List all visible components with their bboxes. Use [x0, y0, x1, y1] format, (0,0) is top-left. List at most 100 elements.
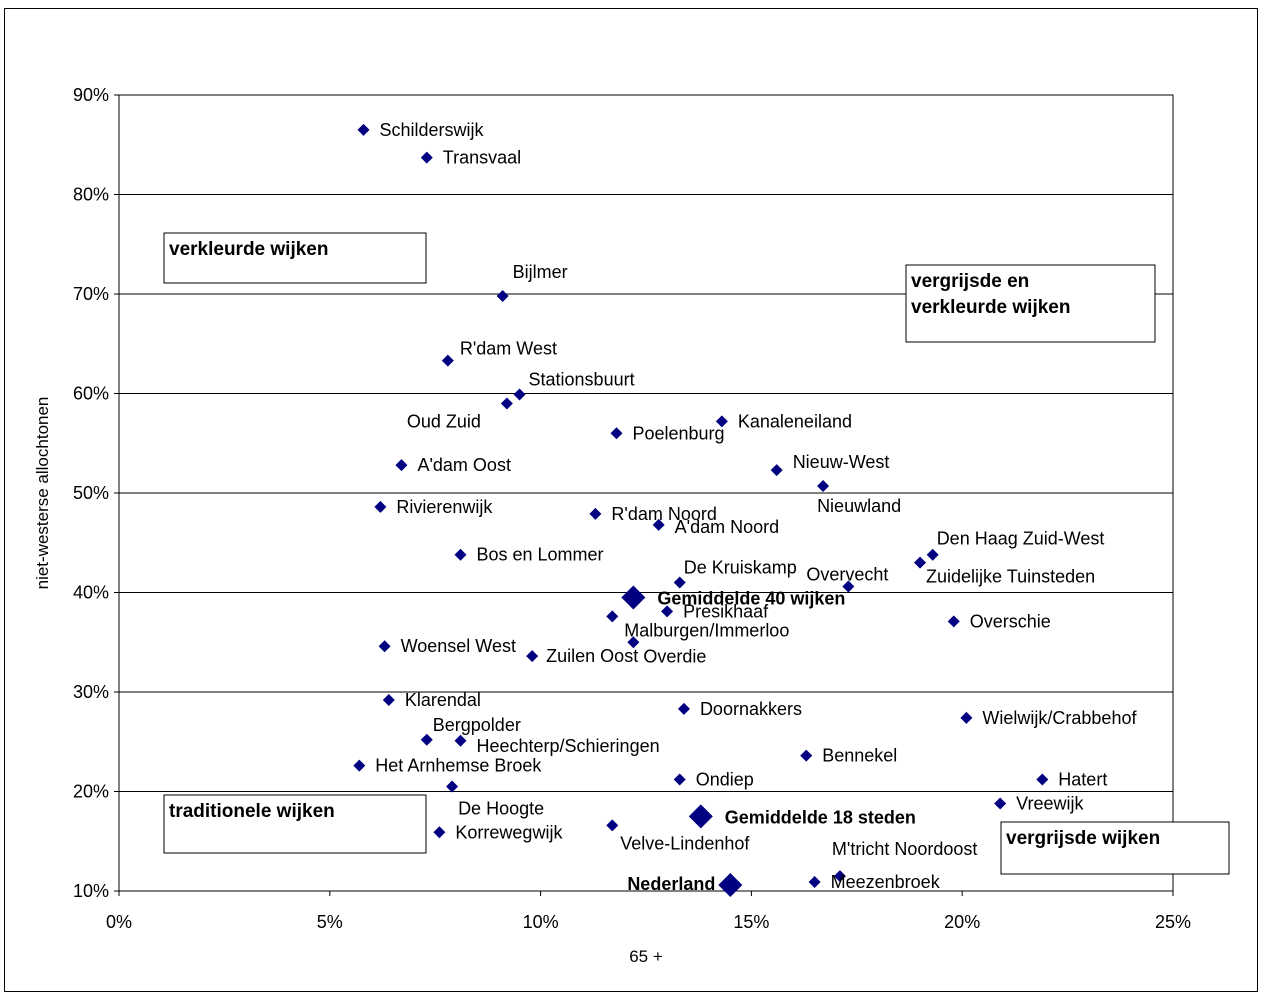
point-marker	[808, 876, 821, 889]
y-tick-label: 50%	[73, 483, 109, 503]
x-tick-label: 25%	[1155, 912, 1191, 932]
point-marker	[677, 702, 690, 715]
point-label: Stationsbuurt	[529, 369, 635, 389]
point-schilderswijk: Schilderswijk	[357, 120, 485, 140]
annotation-box	[163, 794, 427, 854]
point-label: Overdie	[643, 646, 706, 666]
point-nieuw-west: Nieuw-West	[770, 452, 890, 477]
point-marker	[1036, 773, 1049, 786]
point-velve-lindenhof: Velve-Lindenhof	[606, 819, 750, 853]
annotation-text: verkleurde wijken	[911, 297, 1070, 318]
point-marker	[673, 773, 686, 786]
point-r-dam-west: R'dam West	[441, 339, 557, 367]
point-label: Bennekel	[822, 746, 897, 766]
point-kanaleneiland: Kanaleneiland	[715, 411, 852, 431]
x-tick-label: 20%	[944, 912, 980, 932]
point-bijlmer: Bijlmer	[496, 262, 568, 302]
point-label: Nieuwland	[817, 496, 901, 516]
point-label: De Kruiskamp	[684, 558, 797, 578]
point-marker	[994, 797, 1007, 810]
point-hatert: Hatert	[1036, 770, 1107, 790]
point-zuilen-oost: Zuilen Oost	[526, 646, 638, 666]
point-transvaal: Transvaal	[420, 148, 521, 168]
point-marker	[606, 819, 619, 832]
point-label: Presikhaaf	[683, 601, 769, 621]
point-poelenburg: Poelenburg	[610, 423, 725, 443]
point-label: De Hoogte	[458, 799, 544, 819]
y-tick-label: 80%	[73, 185, 109, 205]
data-points: Schilderswijk Transvaal Bijlmer R'dam West S…	[353, 120, 1137, 898]
point-marker	[357, 123, 370, 136]
point-heechterp-schieringen: Heechterp/Schieringen	[454, 734, 660, 756]
point-zuidelijke-tuinsteden: Zuidelijke Tuinsteden	[914, 556, 1095, 587]
point-overvecht: Overvecht	[806, 565, 888, 593]
point-de-hoogte: De Hoogte	[446, 780, 544, 819]
point-label: Nieuw-West	[793, 452, 890, 472]
point-label: Malburgen/Immerloo	[624, 620, 789, 640]
point-marker	[960, 711, 973, 724]
point-marker	[454, 548, 467, 561]
point-marker	[378, 640, 391, 653]
point-label: Transvaal	[443, 148, 521, 168]
point-label: Bos en Lommer	[476, 545, 603, 565]
point-label: Bijlmer	[513, 262, 568, 282]
annotation-text: verkleurde wijken	[169, 239, 328, 260]
point-marker	[395, 459, 408, 472]
x-tick-label: 0%	[106, 912, 132, 932]
point-marker	[610, 427, 623, 440]
point-marker	[420, 733, 433, 746]
point-m-tricht-noordoost: M'tricht Noordoost	[832, 839, 977, 883]
point-label: Woensel West	[401, 636, 516, 656]
y-tick-label: 60%	[73, 384, 109, 404]
x-tick-label: 5%	[317, 912, 343, 932]
point-wielwijk-crabbehof: Wielwijk/Crabbehof	[960, 708, 1137, 728]
point-marker	[374, 500, 387, 513]
annotation-text: vergrijsde wijken	[1006, 828, 1160, 849]
point-marker	[606, 610, 619, 623]
point-label: Vreewijk	[1016, 793, 1084, 813]
point-den-haag-zuid-west: Den Haag Zuid-West	[926, 529, 1105, 561]
point-overdie: Overdie	[627, 636, 706, 666]
point-label: R'dam West	[460, 339, 557, 359]
point-label: A'dam Oost	[417, 455, 510, 475]
point-marker	[770, 464, 783, 477]
point-a-dam-noord: A'dam Noord	[652, 517, 779, 537]
point-label: Poelenburg	[632, 423, 724, 443]
x-tick-label: 15%	[733, 912, 769, 932]
point-rivierenwijk: Rivierenwijk	[374, 497, 493, 517]
point-vreewijk: Vreewijk	[994, 793, 1084, 813]
grid-lines	[119, 94, 1173, 892]
point-marker	[817, 480, 830, 493]
point-label: Wielwijk/Crabbehof	[982, 708, 1137, 728]
point-marker	[353, 759, 366, 772]
point-label: Overschie	[970, 611, 1051, 631]
annotation-vergrijsd: vergrijsde wijken	[1000, 821, 1230, 875]
point-label: Gemiddelde 40 wijken	[657, 588, 845, 608]
point-nieuwland: Nieuwland	[817, 480, 901, 516]
point-marker	[688, 804, 713, 829]
point-marker	[947, 615, 960, 628]
point-gemiddelde-40-wijken: Gemiddelde 40 wijken	[621, 585, 845, 610]
point-marker	[441, 354, 454, 367]
point-presikhaaf: Presikhaaf	[661, 601, 769, 621]
point-marker	[673, 576, 686, 589]
y-axis-title: niet-westerse allochtonen	[33, 397, 52, 590]
annotation-box	[163, 232, 427, 284]
point-het-arnhemse-broek: Het Arnhemse Broek	[353, 756, 542, 776]
annotation-text: vergrijsde en	[911, 271, 1029, 292]
point-bos-en-lommer: Bos en Lommer	[454, 545, 604, 565]
y-tick-label: 40%	[73, 583, 109, 603]
point-marker	[433, 826, 446, 839]
annotation-box	[1000, 821, 1230, 875]
point-bennekel: Bennekel	[800, 746, 897, 766]
point-label: Oud Zuid	[407, 411, 481, 431]
annotation-boxes: verkleurde wijken vergrijsde en verkleurde…	[163, 232, 1230, 875]
point-label: Hatert	[1058, 770, 1107, 790]
annotation-text: traditionele wijken	[169, 801, 335, 822]
point-label: Den Haag Zuid-West	[937, 529, 1105, 549]
point-bergpolder: Bergpolder	[420, 715, 521, 746]
point-marker	[454, 734, 467, 747]
point-marker	[833, 870, 846, 883]
point-gemiddelde-18-steden: Gemiddelde 18 steden	[688, 804, 916, 829]
